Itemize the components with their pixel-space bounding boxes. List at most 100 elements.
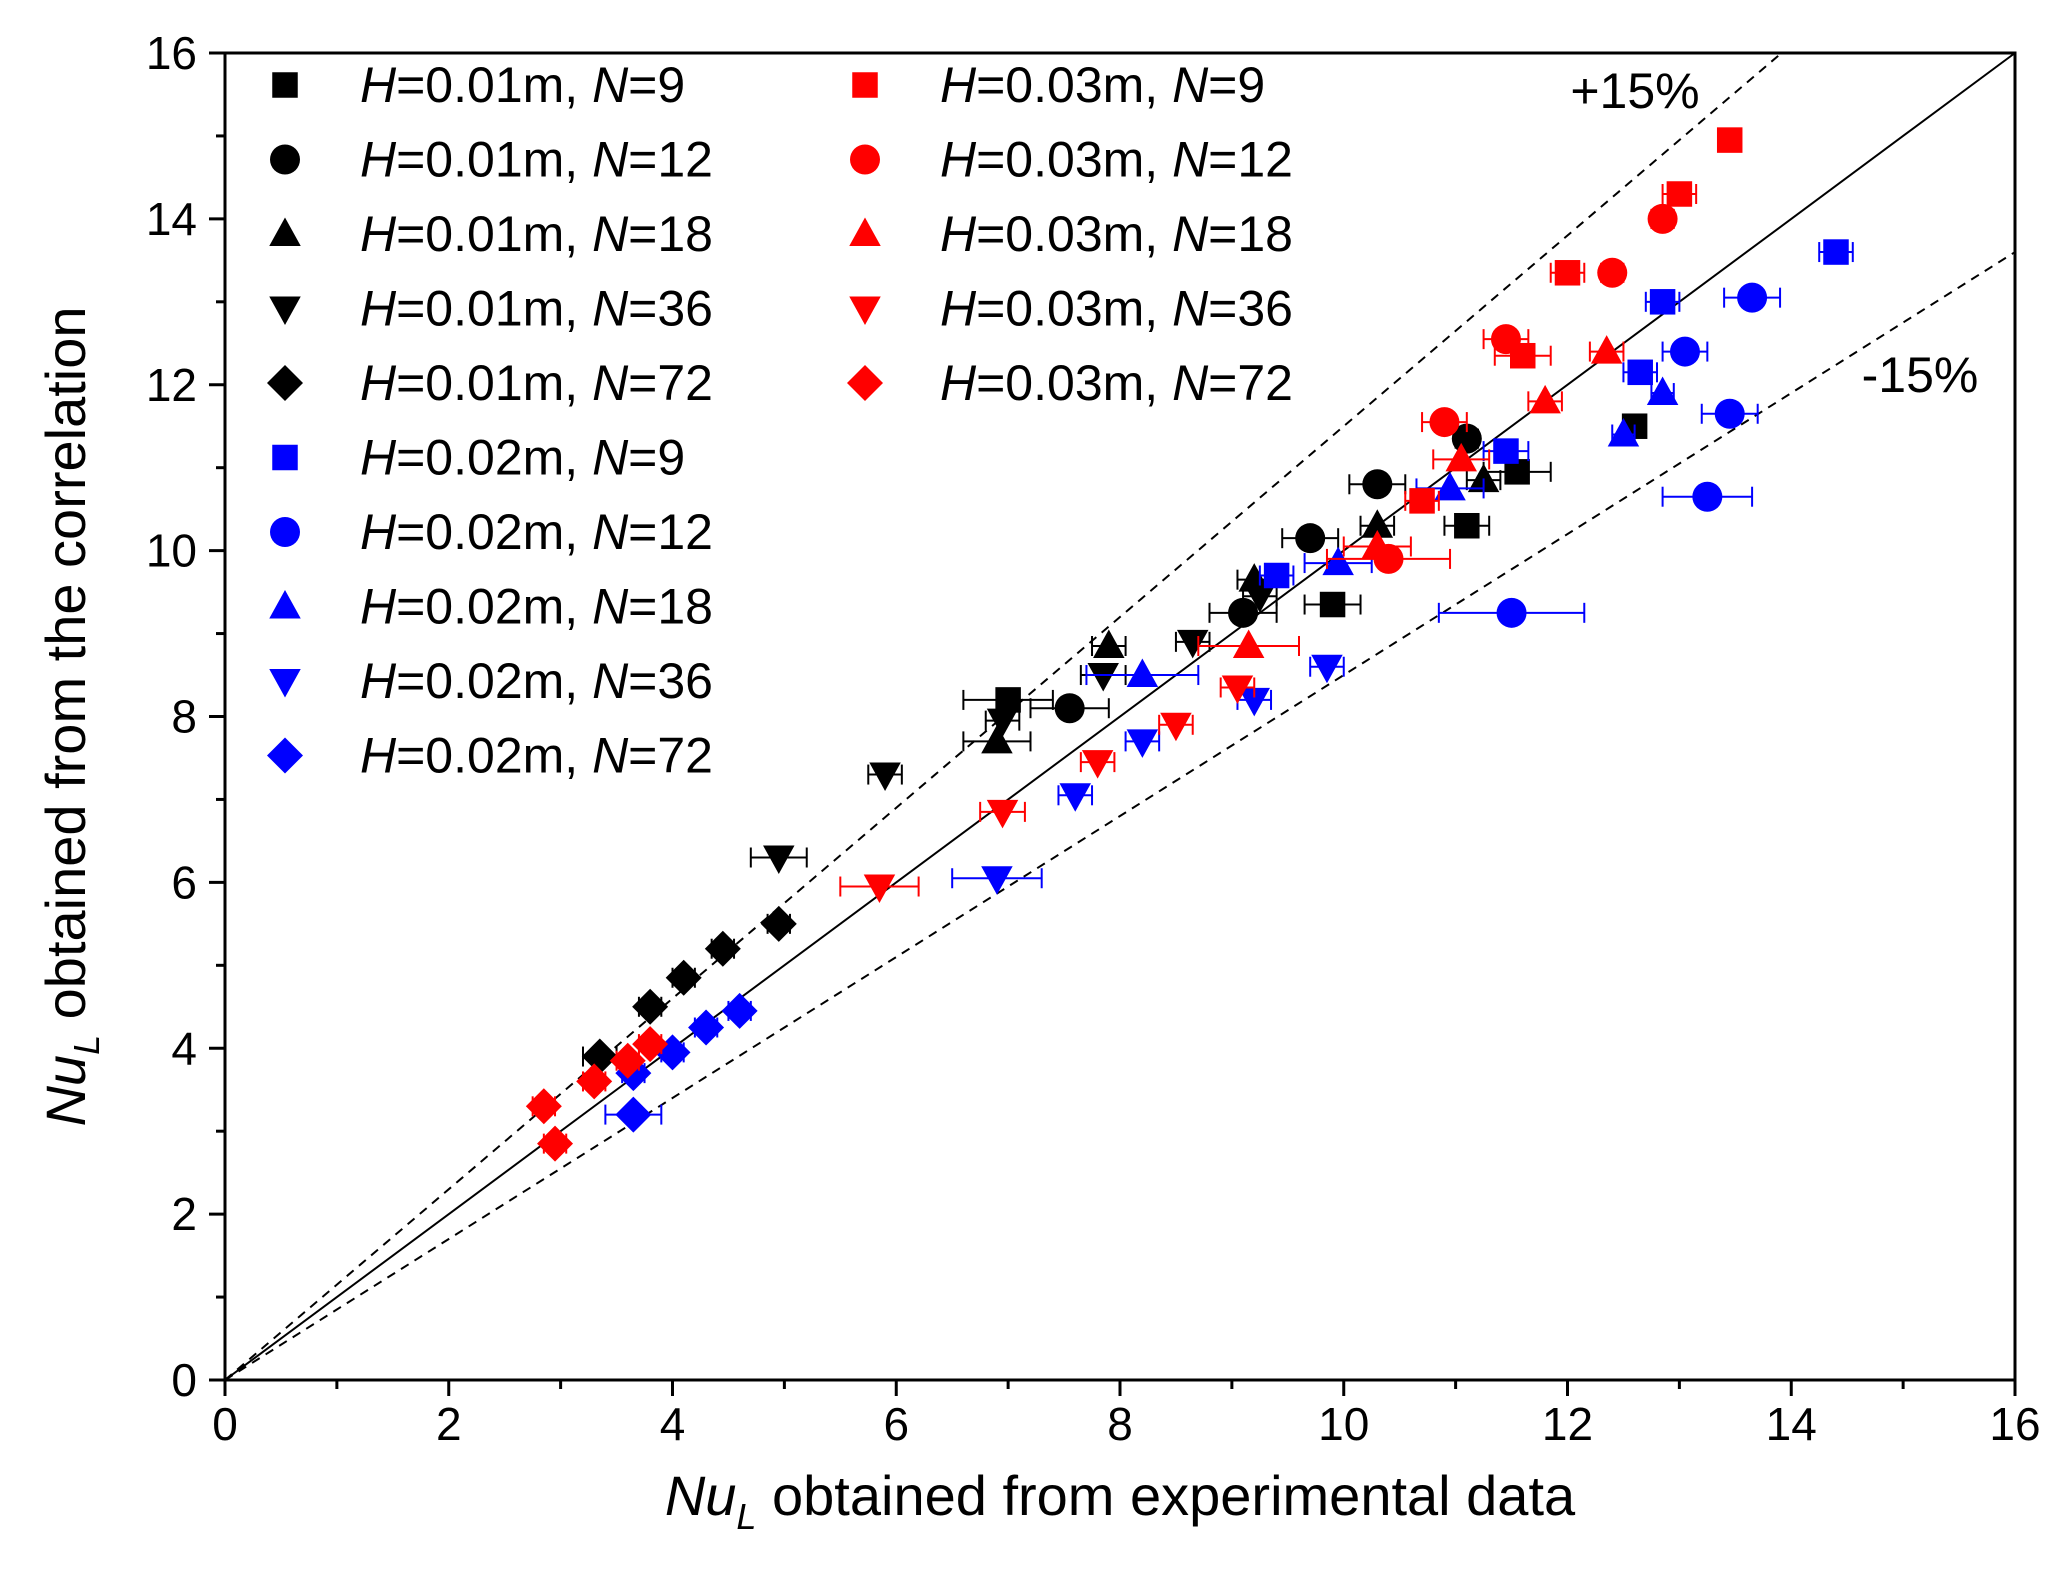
- legend-item-h02n12: H=0.02m, N=12: [270, 504, 713, 560]
- y-tick-label: 10: [146, 525, 197, 577]
- x-tick-label: 0: [212, 1398, 238, 1450]
- legend-item-h02n9: H=0.02m, N=9: [272, 430, 685, 486]
- legend-h-symbol: H: [360, 206, 397, 262]
- legend-n-value: =9: [1208, 57, 1265, 113]
- point-h01n72-2: [665, 959, 702, 996]
- y-tick-label: 6: [171, 856, 197, 908]
- legend-n-symbol: N: [1172, 57, 1209, 113]
- point-h01n36-1: [869, 762, 901, 792]
- x-axis-title-sub: L: [736, 1496, 756, 1537]
- legend-h-symbol: H: [360, 355, 397, 411]
- legend-marker-h03n18: [849, 217, 881, 246]
- legend-label-h03n12: H=0.03m, N=12: [940, 132, 1293, 188]
- x-tick-label: 8: [1107, 1398, 1133, 1450]
- legend-n-value: =12: [628, 504, 713, 560]
- series-h01n9: [962, 413, 1648, 713]
- y-axis-title-main: Nu: [34, 1055, 97, 1127]
- legend-marker-h03n12: [850, 144, 880, 175]
- legend-marker-h03n36: [849, 296, 881, 325]
- point-h01n18-1: [1093, 629, 1125, 659]
- legend-label-h02n12: H=0.02m, N=12: [360, 504, 713, 560]
- legend-n-value: =9: [628, 57, 685, 113]
- legend-n-value: =18: [1208, 206, 1293, 262]
- legend-label-h01n9: H=0.01m, N=9: [360, 57, 685, 113]
- series-h02n18: [1085, 376, 1679, 688]
- point-h03n9-2: [1554, 260, 1581, 286]
- point-h03n36-0: [863, 874, 896, 904]
- point-h02n72-0: [615, 1096, 652, 1133]
- point-h02n72-4: [721, 992, 758, 1029]
- point-h03n72-1: [537, 1125, 574, 1162]
- point-h03n12-4: [1647, 203, 1678, 234]
- x-tick-label: 10: [1318, 1398, 1369, 1450]
- legend-h-symbol: H: [360, 430, 397, 486]
- point-h02n18-2: [1434, 471, 1466, 501]
- legend-label-h03n36: H=0.03m, N=36: [940, 281, 1293, 337]
- series-h01n72: [581, 905, 797, 1075]
- legend-label-h01n12: H=0.01m, N=12: [360, 132, 713, 188]
- point-h03n36-2: [1081, 750, 1114, 779]
- point-h03n72-4: [632, 1026, 669, 1063]
- point-h01n12-1: [1228, 597, 1259, 628]
- legend-n-value: =72: [628, 728, 713, 784]
- point-h01n36-3: [1087, 663, 1119, 692]
- legend-label-h02n72: H=0.02m, N=72: [360, 728, 713, 784]
- legend-n-symbol: N: [592, 579, 629, 635]
- legend-h-value: =0.03m,: [976, 57, 1172, 113]
- legend-n-symbol: N: [1172, 206, 1209, 262]
- point-h03n18-0: [1232, 629, 1265, 659]
- point-h02n12-3: [1669, 336, 1700, 367]
- point-h03n72-3: [609, 1042, 646, 1079]
- point-h02n9-0: [1263, 562, 1290, 589]
- legend-n-value: =36: [628, 653, 713, 709]
- legend-marker-h02n12: [270, 517, 300, 547]
- point-h02n18-1: [1322, 546, 1354, 576]
- x-tick-label: 2: [436, 1398, 462, 1450]
- point-h02n12-4: [1737, 282, 1768, 313]
- legend-n-symbol: N: [1172, 281, 1209, 337]
- annotations: +15% -15%: [1570, 63, 1978, 403]
- legend: H=0.01m, N=9H=0.01m, N=12H=0.01m, N=18H=…: [267, 57, 1293, 784]
- legend-h-value: =0.02m,: [396, 653, 592, 709]
- legend-n-symbol: N: [592, 281, 629, 337]
- point-h03n18-1: [1361, 529, 1394, 559]
- point-h03n18-3: [1529, 384, 1561, 414]
- reference-line-0: [224, 52, 2016, 1381]
- x-tick-label: 16: [1989, 1398, 2040, 1450]
- legend-h-value: =0.03m,: [976, 281, 1172, 337]
- legend-marker-h02n72: [267, 737, 303, 774]
- point-h02n72-3: [688, 1009, 725, 1046]
- legend-h-value: =0.02m,: [396, 579, 592, 635]
- point-h02n12-2: [1714, 398, 1745, 429]
- legend-n-value: =72: [1208, 355, 1293, 411]
- legend-label-h02n36: H=0.02m, N=36: [360, 653, 713, 709]
- legend-label-h02n9: H=0.02m, N=9: [360, 430, 685, 486]
- legend-h-value: =0.01m,: [396, 281, 592, 337]
- y-tick-label: 4: [171, 1022, 197, 1074]
- point-h01n72-3: [704, 930, 741, 967]
- legend-item-h02n18: H=0.02m, N=18: [269, 579, 713, 635]
- y-tick-label: 16: [146, 27, 197, 79]
- legend-label-h01n18: H=0.01m, N=18: [360, 206, 713, 262]
- legend-h-symbol: H: [360, 579, 397, 635]
- y-tick-label: 2: [171, 1188, 197, 1240]
- legend-h-symbol: H: [940, 281, 977, 337]
- legend-n-symbol: N: [592, 653, 629, 709]
- series-h03n9: [1404, 127, 1743, 514]
- legend-n-value: =12: [1208, 132, 1293, 188]
- legend-item-h01n9: H=0.01m, N=9: [272, 57, 685, 113]
- legend-n-value: =36: [1208, 281, 1293, 337]
- legend-h-symbol: H: [360, 504, 397, 560]
- legend-label-h03n72: H=0.03m, N=72: [940, 355, 1293, 411]
- y-tick-label: 8: [171, 691, 197, 743]
- legend-marker-h01n12: [270, 144, 300, 175]
- legend-n-value: =36: [628, 281, 713, 337]
- point-h03n36-3: [1160, 712, 1192, 742]
- point-h01n12-2: [1295, 523, 1326, 554]
- y-axis-title: NuL obtained from the correlation: [34, 306, 107, 1126]
- legend-label-h02n18: H=0.02m, N=18: [360, 579, 713, 635]
- x-axis-title-rest: obtained from experimental data: [756, 1464, 1576, 1527]
